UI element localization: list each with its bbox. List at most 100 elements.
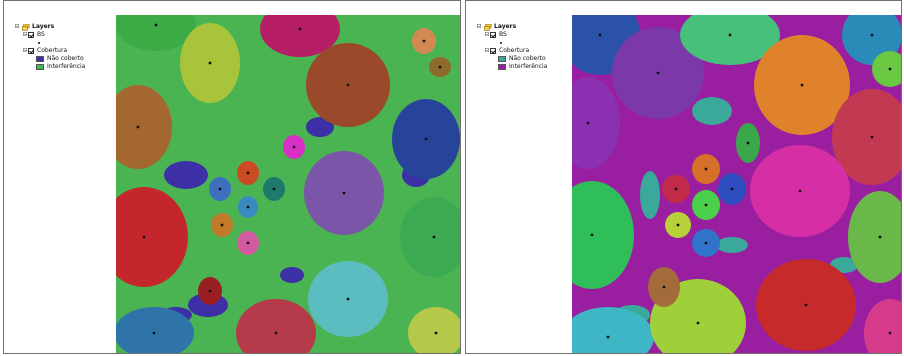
- toc-layer-bs[interactable]: ⊟ BS: [14, 31, 85, 39]
- coverage-cell[interactable]: [832, 89, 902, 185]
- base-station-point[interactable]: [730, 187, 734, 191]
- base-station-point[interactable]: [704, 167, 708, 171]
- coverage-cell[interactable]: [572, 181, 634, 289]
- layer-checkbox-icon[interactable]: [490, 32, 496, 38]
- base-station-point[interactable]: [152, 331, 156, 335]
- collapse-icon[interactable]: ⊟: [476, 23, 482, 30]
- base-station-point[interactable]: [798, 189, 802, 193]
- layer-bs-label: BS: [37, 31, 45, 38]
- base-station-point[interactable]: [136, 125, 140, 129]
- base-station-point[interactable]: [586, 121, 590, 125]
- base-station-point[interactable]: [422, 39, 426, 43]
- base-station-point[interactable]: [662, 285, 666, 289]
- coverage-map-left[interactable]: [116, 15, 461, 354]
- legend-label: Interferência: [509, 63, 548, 70]
- base-station-point[interactable]: [656, 71, 660, 75]
- coverage-cell[interactable]: [236, 299, 316, 354]
- base-station-point[interactable]: [888, 67, 892, 71]
- coverage-map-canvas[interactable]: [116, 15, 461, 354]
- coverage-cell[interactable]: [116, 307, 194, 354]
- toc-layer-cobertura[interactable]: ⊟ Cobertura: [476, 47, 547, 55]
- coverage-cell[interactable]: [680, 15, 780, 65]
- legend-item: Interferência: [476, 63, 547, 71]
- base-station-point[interactable]: [208, 61, 212, 65]
- base-station-point[interactable]: [888, 331, 892, 335]
- base-station-point[interactable]: [432, 235, 436, 239]
- base-station-point[interactable]: [154, 23, 158, 27]
- coverage-cell[interactable]: [116, 85, 172, 169]
- coverage-map-right[interactable]: [572, 15, 902, 354]
- base-station-point[interactable]: [438, 65, 442, 69]
- coverage-cell[interactable]: [848, 191, 902, 283]
- base-station-point[interactable]: [246, 205, 250, 209]
- coverage-cell[interactable]: [872, 51, 902, 87]
- toc-layer-cobertura[interactable]: ⊟ Cobertura: [14, 47, 85, 55]
- base-station-point[interactable]: [676, 223, 680, 227]
- coverage-cell[interactable]: [864, 299, 902, 354]
- base-station-point[interactable]: [804, 303, 808, 307]
- base-station-point[interactable]: [142, 235, 146, 239]
- base-station-point[interactable]: [220, 223, 224, 227]
- bs-point-symbol: [476, 39, 547, 47]
- uncovered-area: [692, 97, 732, 125]
- legend-swatch: [36, 56, 44, 62]
- map-panel-left: ⊟ Layers ⊟ BS ⊟ Cobertura Não coberto In…: [3, 0, 461, 354]
- base-station-point[interactable]: [434, 331, 438, 335]
- layer-checkbox-icon[interactable]: [28, 32, 34, 38]
- legend-label: Não coberto: [509, 55, 546, 62]
- coverage-map-canvas[interactable]: [572, 15, 902, 354]
- base-station-point[interactable]: [800, 83, 804, 87]
- base-station-point[interactable]: [598, 33, 602, 37]
- toc-layer-bs[interactable]: ⊟ BS: [476, 31, 547, 39]
- base-station-point[interactable]: [590, 233, 594, 237]
- base-station-point[interactable]: [274, 331, 278, 335]
- base-station-point[interactable]: [728, 33, 732, 37]
- toc-root[interactable]: ⊟ Layers: [476, 23, 547, 31]
- layer-checkbox-icon[interactable]: [28, 48, 34, 54]
- base-station-point[interactable]: [704, 203, 708, 207]
- base-station-point[interactable]: [298, 27, 302, 31]
- collapse-icon[interactable]: ⊟: [22, 47, 28, 54]
- toc-root[interactable]: ⊟ Layers: [14, 23, 85, 31]
- base-station-point[interactable]: [342, 191, 346, 195]
- coverage-cell[interactable]: [408, 307, 461, 354]
- base-station-point[interactable]: [346, 297, 350, 301]
- coverage-cell[interactable]: [116, 187, 188, 287]
- legend-swatch: [498, 64, 506, 70]
- base-station-point[interactable]: [696, 321, 700, 325]
- coverage-cell[interactable]: [260, 15, 340, 57]
- base-station-point[interactable]: [272, 187, 276, 191]
- legend-item: Não coberto: [476, 55, 547, 63]
- legend-item: Interferência: [14, 63, 85, 71]
- bs-point-symbol: [14, 39, 85, 47]
- coverage-cell[interactable]: [400, 197, 461, 277]
- collapse-icon[interactable]: ⊟: [22, 31, 28, 38]
- layers-icon: [22, 23, 30, 30]
- collapse-icon[interactable]: ⊟: [14, 23, 20, 30]
- base-station-point[interactable]: [246, 241, 250, 245]
- base-station-point[interactable]: [870, 135, 874, 139]
- base-station-point[interactable]: [346, 83, 350, 87]
- base-station-point[interactable]: [246, 171, 250, 175]
- base-station-point[interactable]: [746, 141, 750, 145]
- base-station-point[interactable]: [218, 187, 222, 191]
- base-station-point[interactable]: [292, 145, 296, 149]
- uncovered-area: [306, 117, 334, 137]
- layer-checkbox-icon[interactable]: [490, 48, 496, 54]
- coverage-cell[interactable]: [572, 307, 654, 354]
- base-station-point[interactable]: [878, 235, 882, 239]
- base-station-point[interactable]: [870, 33, 874, 37]
- base-station-point[interactable]: [208, 289, 212, 293]
- coverage-cell[interactable]: [572, 77, 620, 169]
- base-station-point[interactable]: [424, 137, 428, 141]
- base-station-point[interactable]: [704, 241, 708, 245]
- coverage-cell[interactable]: [116, 15, 196, 51]
- layer-tree: ⊟ Layers ⊟ BS ⊟ Cobertura Não coberto In…: [476, 23, 547, 71]
- layer-bs-label: BS: [499, 31, 507, 38]
- toc-root-label: Layers: [32, 23, 55, 30]
- base-station-point[interactable]: [606, 335, 610, 339]
- collapse-icon[interactable]: ⊟: [484, 31, 490, 38]
- collapse-icon[interactable]: ⊟: [484, 47, 490, 54]
- base-station-point[interactable]: [674, 187, 678, 191]
- toc-root-label: Layers: [494, 23, 517, 30]
